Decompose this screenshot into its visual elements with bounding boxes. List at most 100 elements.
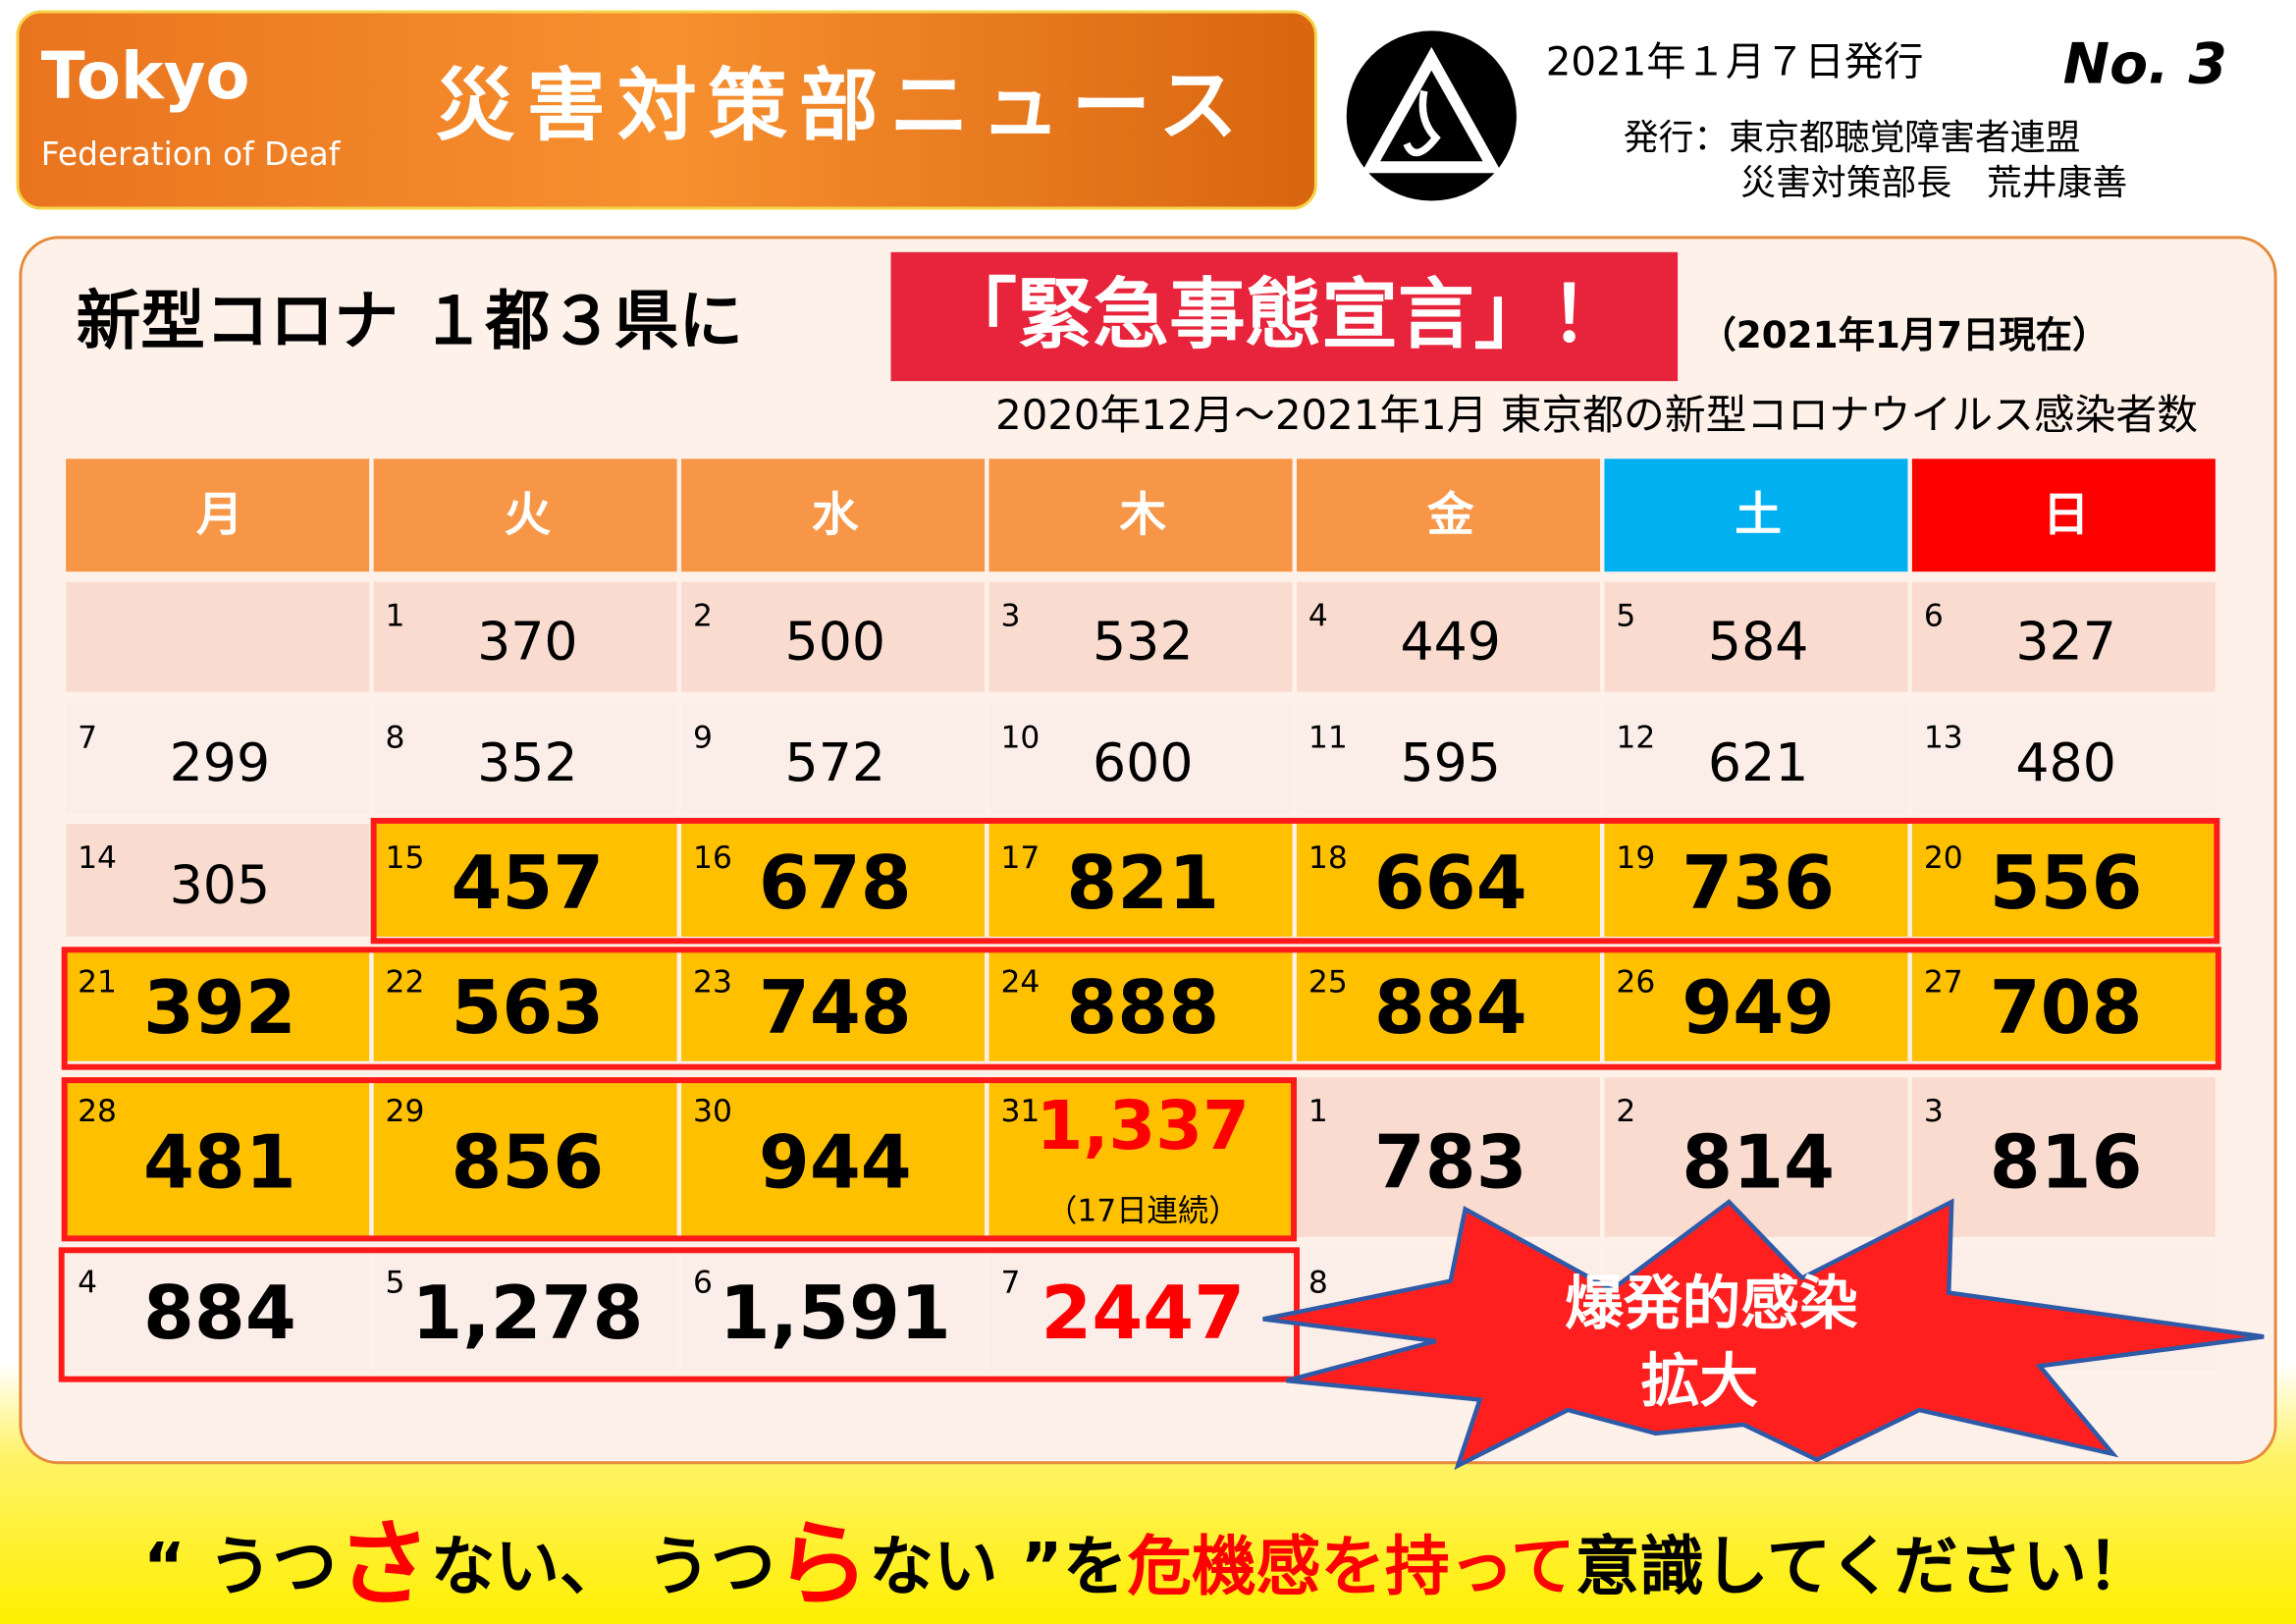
case-count: 884 [143, 1271, 296, 1356]
table-cell [66, 581, 370, 692]
day-number: 7 [1000, 1266, 1020, 1301]
case-count: 480 [2015, 731, 2116, 793]
day-number: 30 [693, 1094, 732, 1129]
day-number: 11 [1308, 720, 1348, 755]
case-count: 678 [759, 840, 912, 926]
day-number: 3 [1000, 598, 1020, 633]
header-cell [681, 459, 986, 572]
table-cell [66, 703, 370, 814]
table-cell [681, 581, 986, 692]
case-count: 621 [1708, 731, 1809, 793]
publisher-head: 災害対策部長 荒井康善 [1740, 163, 2127, 203]
table-cell [1911, 581, 2216, 692]
day-number: 14 [78, 840, 117, 876]
day-number: 26 [1616, 965, 1655, 1001]
case-count: 2447 [1041, 1271, 1245, 1356]
highlight-frame [61, 947, 2221, 1070]
header-cell [1911, 459, 2216, 572]
headline-box [890, 251, 1679, 382]
day-number: 6 [1924, 598, 1944, 633]
case-count: 748 [759, 965, 912, 1051]
burst: 爆発的感染 拡大 [1262, 1198, 2265, 1471]
header-cell [373, 459, 677, 572]
table-cell [1297, 823, 1600, 937]
case-count: 532 [1093, 610, 1194, 672]
case-count: 584 [1708, 610, 1809, 672]
case-count: 708 [1990, 965, 2143, 1051]
case-count: 457 [451, 840, 604, 926]
case-count: 449 [1400, 610, 1501, 672]
day-number: 5 [386, 1266, 405, 1301]
slogan-part: ない ”を [869, 1530, 1127, 1604]
day-number: 19 [1616, 840, 1655, 876]
day-number: 8 [1308, 1266, 1328, 1301]
case-count: 352 [477, 731, 578, 793]
case-count: 814 [1682, 1120, 1835, 1206]
case-count: 888 [1066, 965, 1219, 1051]
table-cell [66, 1077, 370, 1237]
table-cell [988, 823, 1293, 937]
table-cell [988, 703, 1293, 814]
slogan: “ うつさない、 うつらない ”を危機感を持って意識してください！ [143, 1510, 2152, 1620]
table-cell [1911, 823, 2216, 937]
case-count: 392 [143, 965, 296, 1051]
table-cell [373, 823, 677, 937]
slogan-part: 意識してください！ [1575, 1530, 2152, 1604]
table-cell [681, 823, 986, 937]
case-count: 500 [785, 610, 886, 672]
column-header: 月 [196, 489, 243, 543]
day-number: 8 [386, 720, 405, 755]
header-title: 災害対策部ニュース [436, 60, 1250, 152]
cell-note: （17日連続） [1046, 1193, 1240, 1228]
day-number: 16 [693, 840, 732, 876]
day-number: 27 [1924, 965, 1963, 1001]
case-count: 327 [2015, 610, 2116, 672]
table-cell [1604, 823, 1908, 937]
slogan-part: 危機感を持って [1127, 1530, 1575, 1604]
day-number: 12 [1616, 720, 1655, 755]
table-cell [988, 1077, 1293, 1237]
slogan-part: ら [775, 1510, 870, 1620]
day-number: 4 [1308, 598, 1328, 633]
case-count: 821 [1066, 840, 1219, 926]
table-cell [66, 1248, 370, 1371]
table-cell [1297, 581, 1600, 692]
case-count: 944 [759, 1120, 912, 1206]
case-count: 736 [1682, 840, 1835, 926]
table-cell [66, 947, 370, 1061]
case-count: 1,591 [720, 1271, 951, 1356]
day-number: 1 [1308, 1094, 1328, 1129]
case-count: 1,278 [411, 1271, 643, 1356]
column-header: 日 [2043, 489, 2090, 543]
slogan-part: ない、 うつ [431, 1530, 775, 1604]
table-cell [988, 947, 1293, 1061]
day-number: 23 [693, 965, 732, 1001]
slogan-part: “ うつ [143, 1530, 337, 1604]
table-cell [1604, 947, 1908, 1061]
table-cell [1297, 947, 1600, 1061]
day-number: 6 [693, 1266, 713, 1301]
logo-emblem [1346, 30, 1517, 201]
day-number: 29 [386, 1094, 425, 1129]
column-header: 金 [1426, 489, 1474, 543]
day-number: 4 [78, 1266, 97, 1301]
case-count: 1,337 [1037, 1087, 1250, 1165]
logo-title: Tokyo [41, 39, 250, 114]
burst-shape [1262, 1198, 2265, 1471]
column-header: 木 [1119, 489, 1166, 543]
table-cell [373, 703, 677, 814]
table-cell [1297, 703, 1600, 814]
day-number: 2 [1616, 1094, 1635, 1129]
table-cell [1911, 947, 2216, 1061]
table-cell [373, 947, 677, 1061]
table-cell [1911, 1077, 2216, 1237]
table-cell [373, 1077, 677, 1237]
logo-subtitle: Federation of Deaf [41, 135, 342, 173]
table-cell [1297, 1077, 1600, 1237]
column-header: 水 [812, 489, 859, 543]
as-of: （2021年1月7日現在） [1699, 313, 2109, 356]
table-cell [988, 1248, 1293, 1371]
day-number: 17 [1000, 840, 1040, 876]
day-number: 13 [1924, 720, 1963, 755]
